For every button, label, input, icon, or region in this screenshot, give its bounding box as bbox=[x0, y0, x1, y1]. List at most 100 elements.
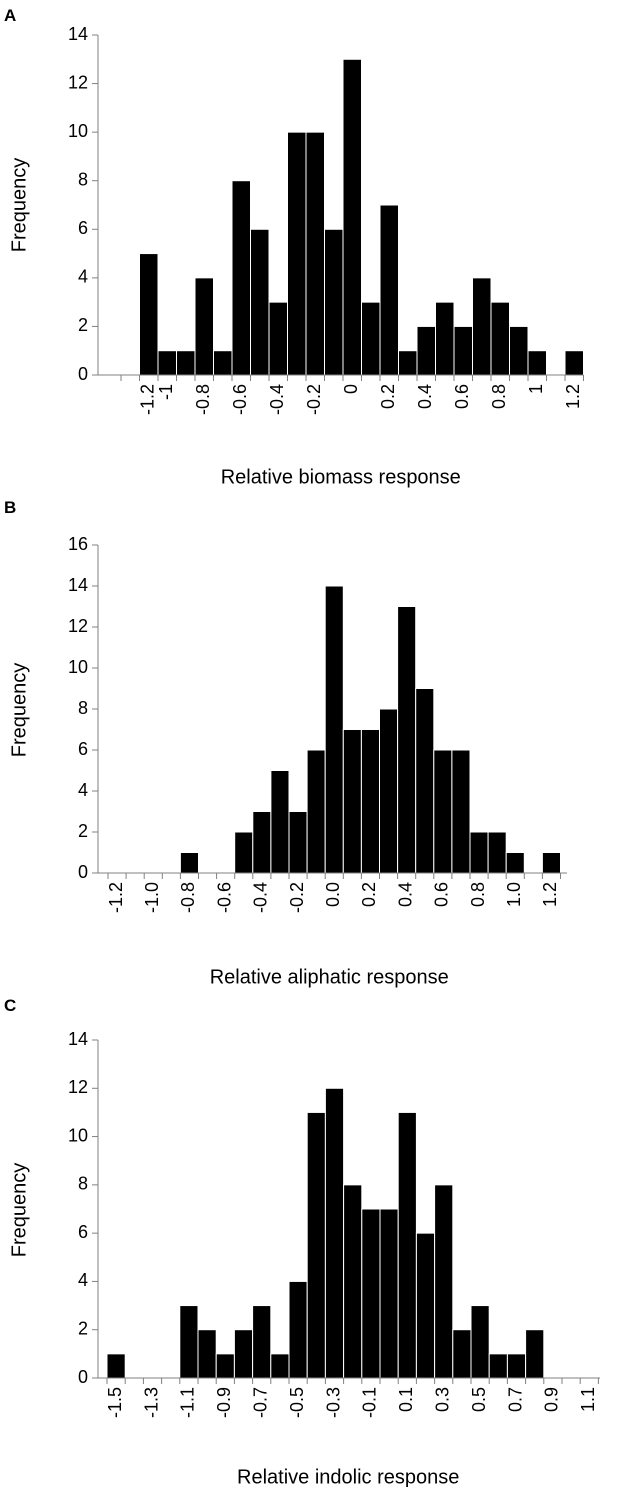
x-tick-label: -0.5 bbox=[287, 1387, 307, 1418]
y-tick-label: 6 bbox=[78, 739, 88, 759]
bar bbox=[179, 1305, 199, 1379]
bar bbox=[306, 1111, 326, 1379]
x-tick-label: 1.2 bbox=[540, 882, 560, 907]
bar bbox=[361, 1208, 381, 1379]
x-tick-label: 0 bbox=[341, 384, 361, 394]
bar bbox=[470, 1305, 490, 1379]
bar bbox=[434, 1184, 454, 1379]
y-tick-label: 14 bbox=[68, 1029, 88, 1049]
bar bbox=[233, 1329, 254, 1379]
x-tick-label: 0.7 bbox=[505, 1387, 525, 1412]
bar bbox=[397, 1111, 417, 1379]
bar bbox=[453, 325, 473, 376]
y-tick-label: 14 bbox=[68, 24, 88, 44]
x-tick-label: -1.2 bbox=[106, 882, 126, 913]
x-tick-label: -0.1 bbox=[360, 1387, 380, 1418]
bar bbox=[360, 729, 380, 874]
bar bbox=[342, 58, 362, 376]
y-axis-label: Frequency bbox=[8, 663, 30, 758]
y-tick-label: 2 bbox=[78, 315, 88, 335]
y-axis-label: Frequency bbox=[8, 158, 30, 253]
x-tick-label: 0.6 bbox=[432, 882, 452, 907]
y-tick-label: 10 bbox=[68, 1125, 88, 1145]
x-tick-label: -1.5 bbox=[105, 1387, 125, 1418]
x-tick-label: -0.4 bbox=[251, 882, 271, 913]
x-tick-label: 0.6 bbox=[452, 384, 472, 409]
bar bbox=[342, 729, 362, 874]
bar bbox=[488, 1353, 508, 1379]
x-tick-label: 0.3 bbox=[432, 1387, 452, 1412]
y-tick-label: 0 bbox=[78, 364, 88, 384]
x-tick-label: -0.2 bbox=[304, 384, 324, 415]
bar bbox=[490, 301, 510, 376]
bar bbox=[288, 811, 308, 874]
bar bbox=[415, 688, 435, 874]
bar bbox=[509, 325, 529, 376]
bar bbox=[213, 350, 233, 376]
y-tick-label: 0 bbox=[78, 862, 88, 882]
bar bbox=[487, 831, 507, 874]
y-tick-label: 2 bbox=[78, 821, 88, 841]
bar bbox=[250, 228, 270, 376]
x-tick-label: -0.6 bbox=[230, 384, 250, 415]
y-tick-label: 12 bbox=[68, 1077, 88, 1097]
y-tick-label: 8 bbox=[78, 698, 88, 718]
y-tick-label: 12 bbox=[68, 72, 88, 92]
x-tick-label: 0.2 bbox=[378, 384, 398, 409]
y-tick-label: 8 bbox=[78, 169, 88, 189]
x-tick-label: 1 bbox=[526, 384, 546, 394]
y-tick-label: 6 bbox=[78, 218, 88, 238]
y-tick-label: 0 bbox=[78, 1367, 88, 1387]
y-tick-label: 12 bbox=[68, 616, 88, 636]
panel-letter: B bbox=[4, 498, 16, 517]
x-tick-label: 0.4 bbox=[395, 882, 415, 907]
panel: A Frequency Relative biomass response 0 2 4 6 8… bbox=[4, 6, 584, 488]
x-tick-label: 0.9 bbox=[542, 1387, 562, 1412]
y-tick-label: 4 bbox=[78, 1270, 88, 1290]
bar bbox=[106, 1353, 126, 1379]
x-tick-label: 1.0 bbox=[504, 882, 524, 907]
bar bbox=[179, 852, 199, 874]
bar bbox=[564, 350, 584, 376]
x-tick-label: 0.2 bbox=[359, 882, 379, 907]
panel: B Frequency Relative aliphatic response 0 2 4… bbox=[4, 498, 567, 988]
bar bbox=[288, 1280, 308, 1379]
bar bbox=[505, 852, 525, 874]
x-tick-label: -1.0 bbox=[142, 882, 162, 913]
x-axis-label: Relative aliphatic response bbox=[210, 966, 449, 988]
bar bbox=[324, 1087, 345, 1379]
x-tick-label: 0.8 bbox=[489, 384, 509, 409]
bar bbox=[379, 1208, 399, 1379]
bar bbox=[287, 131, 307, 376]
bar bbox=[416, 325, 436, 376]
y-tick-label: 10 bbox=[68, 657, 88, 677]
bar bbox=[435, 301, 455, 376]
y-tick-label: 10 bbox=[68, 121, 88, 141]
bar bbox=[305, 131, 325, 376]
bar bbox=[234, 831, 254, 874]
bar bbox=[324, 228, 344, 376]
x-tick-label: -1.1 bbox=[178, 1387, 198, 1418]
bar bbox=[252, 811, 272, 874]
bar bbox=[194, 277, 214, 376]
bar bbox=[451, 749, 471, 874]
x-tick-label: 1.2 bbox=[563, 384, 583, 409]
y-tick-label: 16 bbox=[68, 534, 88, 554]
bar bbox=[527, 350, 547, 376]
bar bbox=[472, 277, 492, 376]
bar bbox=[157, 350, 177, 376]
bar bbox=[398, 350, 418, 376]
bar bbox=[215, 1353, 235, 1379]
bar bbox=[270, 770, 290, 874]
bar bbox=[268, 301, 288, 376]
x-axis-label: Relative biomass response bbox=[221, 466, 461, 488]
x-tick-label: -1.2 bbox=[138, 384, 158, 415]
x-tick-label: -0.6 bbox=[214, 882, 234, 913]
y-tick-label: 14 bbox=[68, 575, 88, 595]
bar bbox=[343, 1184, 363, 1379]
x-tick-label: -0.8 bbox=[193, 384, 213, 415]
x-tick-label: -0.8 bbox=[178, 882, 198, 913]
x-axis-label: Relative indolic response bbox=[237, 1466, 459, 1487]
